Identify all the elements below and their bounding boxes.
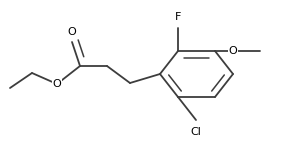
Text: Cl: Cl bbox=[191, 127, 201, 137]
Text: O: O bbox=[229, 46, 237, 56]
Text: F: F bbox=[175, 12, 181, 22]
Text: O: O bbox=[68, 27, 76, 37]
Text: O: O bbox=[53, 79, 62, 89]
